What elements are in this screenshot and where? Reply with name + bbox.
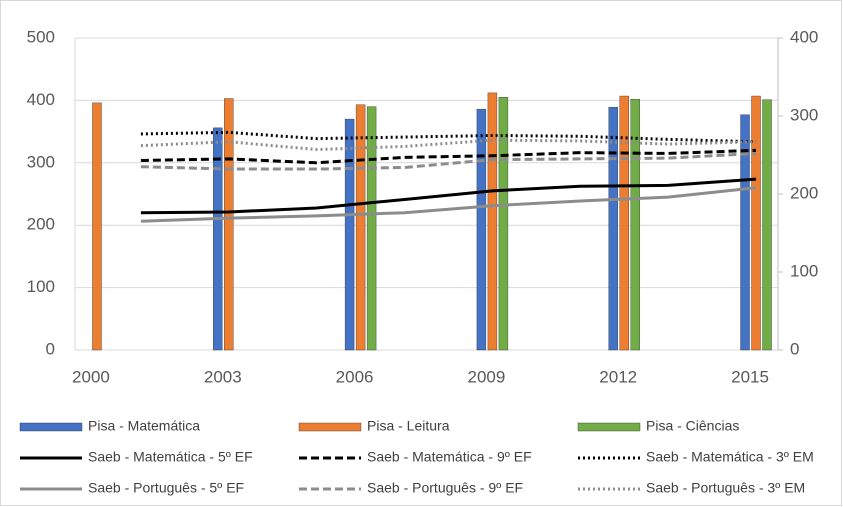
bar [762, 99, 772, 351]
legend-swatch [577, 422, 641, 432]
legend-label: Saeb - Português - 9º EF [367, 480, 523, 496]
legend-label: Saeb - Matemática - 5º EF [88, 449, 253, 465]
legend-label: Pisa - Leitura [367, 418, 450, 434]
bar [476, 108, 487, 351]
x-tick-label: 2000 [72, 367, 110, 386]
line [140, 151, 757, 171]
bar [630, 98, 640, 351]
bar [740, 114, 750, 351]
legend-label: Pisa - Matemática [88, 418, 200, 434]
bar [92, 102, 102, 351]
bar [498, 97, 509, 351]
legend-label: Pisa - Ciências [646, 418, 739, 434]
legend-label: Saeb - Matemática - 9º EF [367, 449, 532, 465]
y2-tick-label: 0 [790, 339, 799, 358]
x-tick-label: 2009 [467, 367, 505, 386]
y-tick-label: 200 [27, 215, 55, 234]
legend-label: Saeb - Matemática - 3º EM [646, 449, 814, 465]
bar [487, 92, 498, 351]
x-tick-label: 2012 [599, 367, 637, 386]
bar [224, 98, 234, 351]
legend-label: Saeb - Português - 3º EM [646, 480, 805, 496]
y2-tick-label: 300 [790, 105, 818, 124]
bar [608, 107, 618, 351]
y-tick-label: 100 [27, 277, 55, 296]
x-tick-label: 2006 [336, 367, 374, 386]
x-tick-label: 2015 [731, 367, 769, 386]
x-tick-label: 2003 [204, 367, 242, 386]
bar [213, 127, 223, 351]
bar [344, 118, 355, 351]
y2-tick-label: 400 [790, 27, 818, 46]
bar [366, 106, 377, 351]
line [140, 148, 757, 165]
line [140, 177, 757, 215]
bar [355, 104, 366, 351]
y-tick-label: 500 [27, 27, 55, 46]
legend-swatch [19, 422, 83, 432]
line [140, 186, 757, 223]
y2-tick-label: 200 [790, 183, 818, 202]
bar [751, 95, 761, 351]
legend-label: Saeb - Português - 5º EF [88, 480, 244, 496]
y-tick-label: 300 [27, 152, 55, 171]
y-tick-label: 400 [27, 90, 55, 109]
y2-tick-label: 100 [790, 261, 818, 280]
legend-swatch [298, 422, 362, 432]
y-tick-label: 0 [46, 339, 55, 358]
bar [619, 95, 629, 351]
